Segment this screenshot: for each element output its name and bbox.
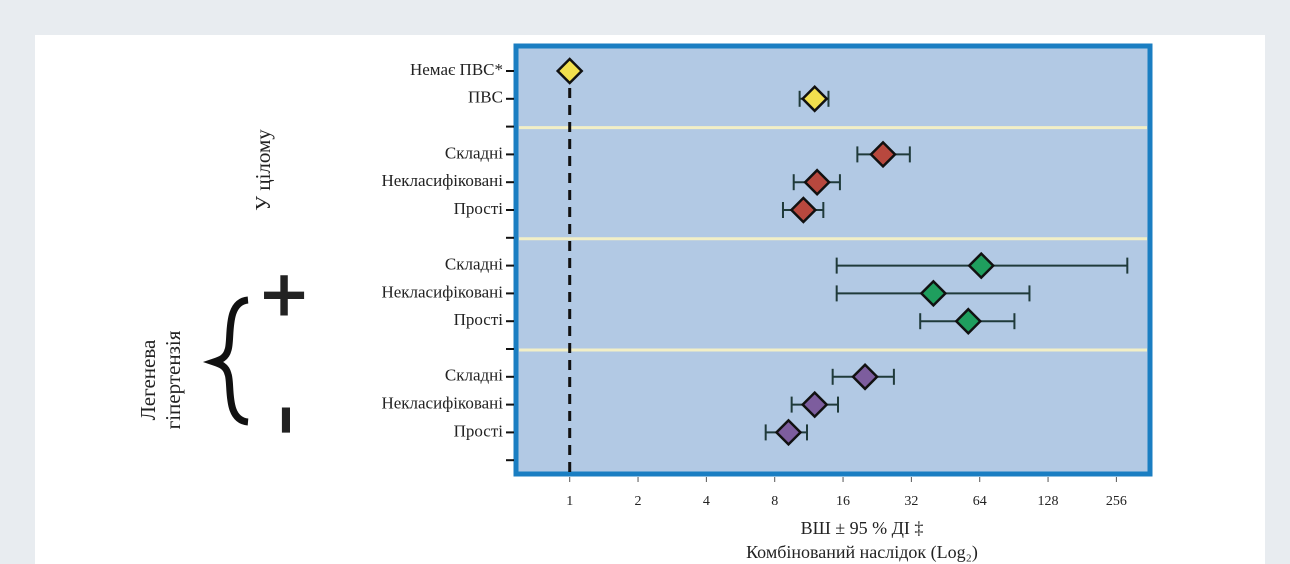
y-tick-label: Складні [445, 255, 503, 274]
y-tick-label: Некласифіковані [381, 171, 503, 190]
plot-area [513, 43, 1153, 477]
y-tick-label: ПВС [468, 88, 503, 107]
group-label: У цілому [251, 129, 275, 211]
estimate-marker [774, 418, 803, 447]
x-tick-label: 1 [566, 494, 573, 509]
y-tick-label: Некласифіковані [381, 282, 503, 301]
estimate-marker [919, 279, 948, 308]
x-tick-label: 16 [836, 494, 850, 509]
x-axis-label: ВШ ± 95 % ДІ ‡ [801, 518, 924, 538]
estimate-marker [555, 57, 584, 85]
y-tick-label: Прості [454, 199, 504, 218]
x-tick-label: 8 [771, 494, 778, 509]
estimate-marker [954, 307, 983, 335]
x-tick-label: 2 [635, 494, 642, 509]
y-tick-label: Прості [454, 310, 504, 329]
y-tick-label: Складні [445, 143, 503, 162]
y-tick-label: Складні [445, 366, 503, 385]
y-tick-label: Прості [454, 421, 504, 440]
group-label: Легенева [136, 339, 160, 420]
brace [202, 296, 249, 426]
x-tick-label: 4 [703, 494, 710, 509]
estimate-marker [800, 390, 829, 419]
estimate-marker [800, 85, 829, 113]
ph-minus: – [246, 404, 320, 436]
x-tick-label: 128 [1038, 494, 1059, 509]
x-axis-label: Комбінований наслідок (Log₂) [746, 542, 978, 563]
group-label: гіпертензія [161, 330, 185, 429]
estimate-marker [803, 168, 831, 196]
ph-plus: + [257, 258, 311, 332]
x-tick-label: 256 [1106, 494, 1127, 509]
y-tick-label: Некласифіковані [381, 394, 503, 413]
estimate-marker [869, 140, 897, 169]
x-tick-label: 32 [904, 494, 918, 509]
y-tick-label: Немає ПВС* [410, 60, 503, 79]
estimate-marker [851, 363, 879, 391]
x-tick-label: 64 [973, 494, 987, 509]
estimate-marker [967, 251, 996, 280]
estimate-marker [789, 196, 818, 224]
